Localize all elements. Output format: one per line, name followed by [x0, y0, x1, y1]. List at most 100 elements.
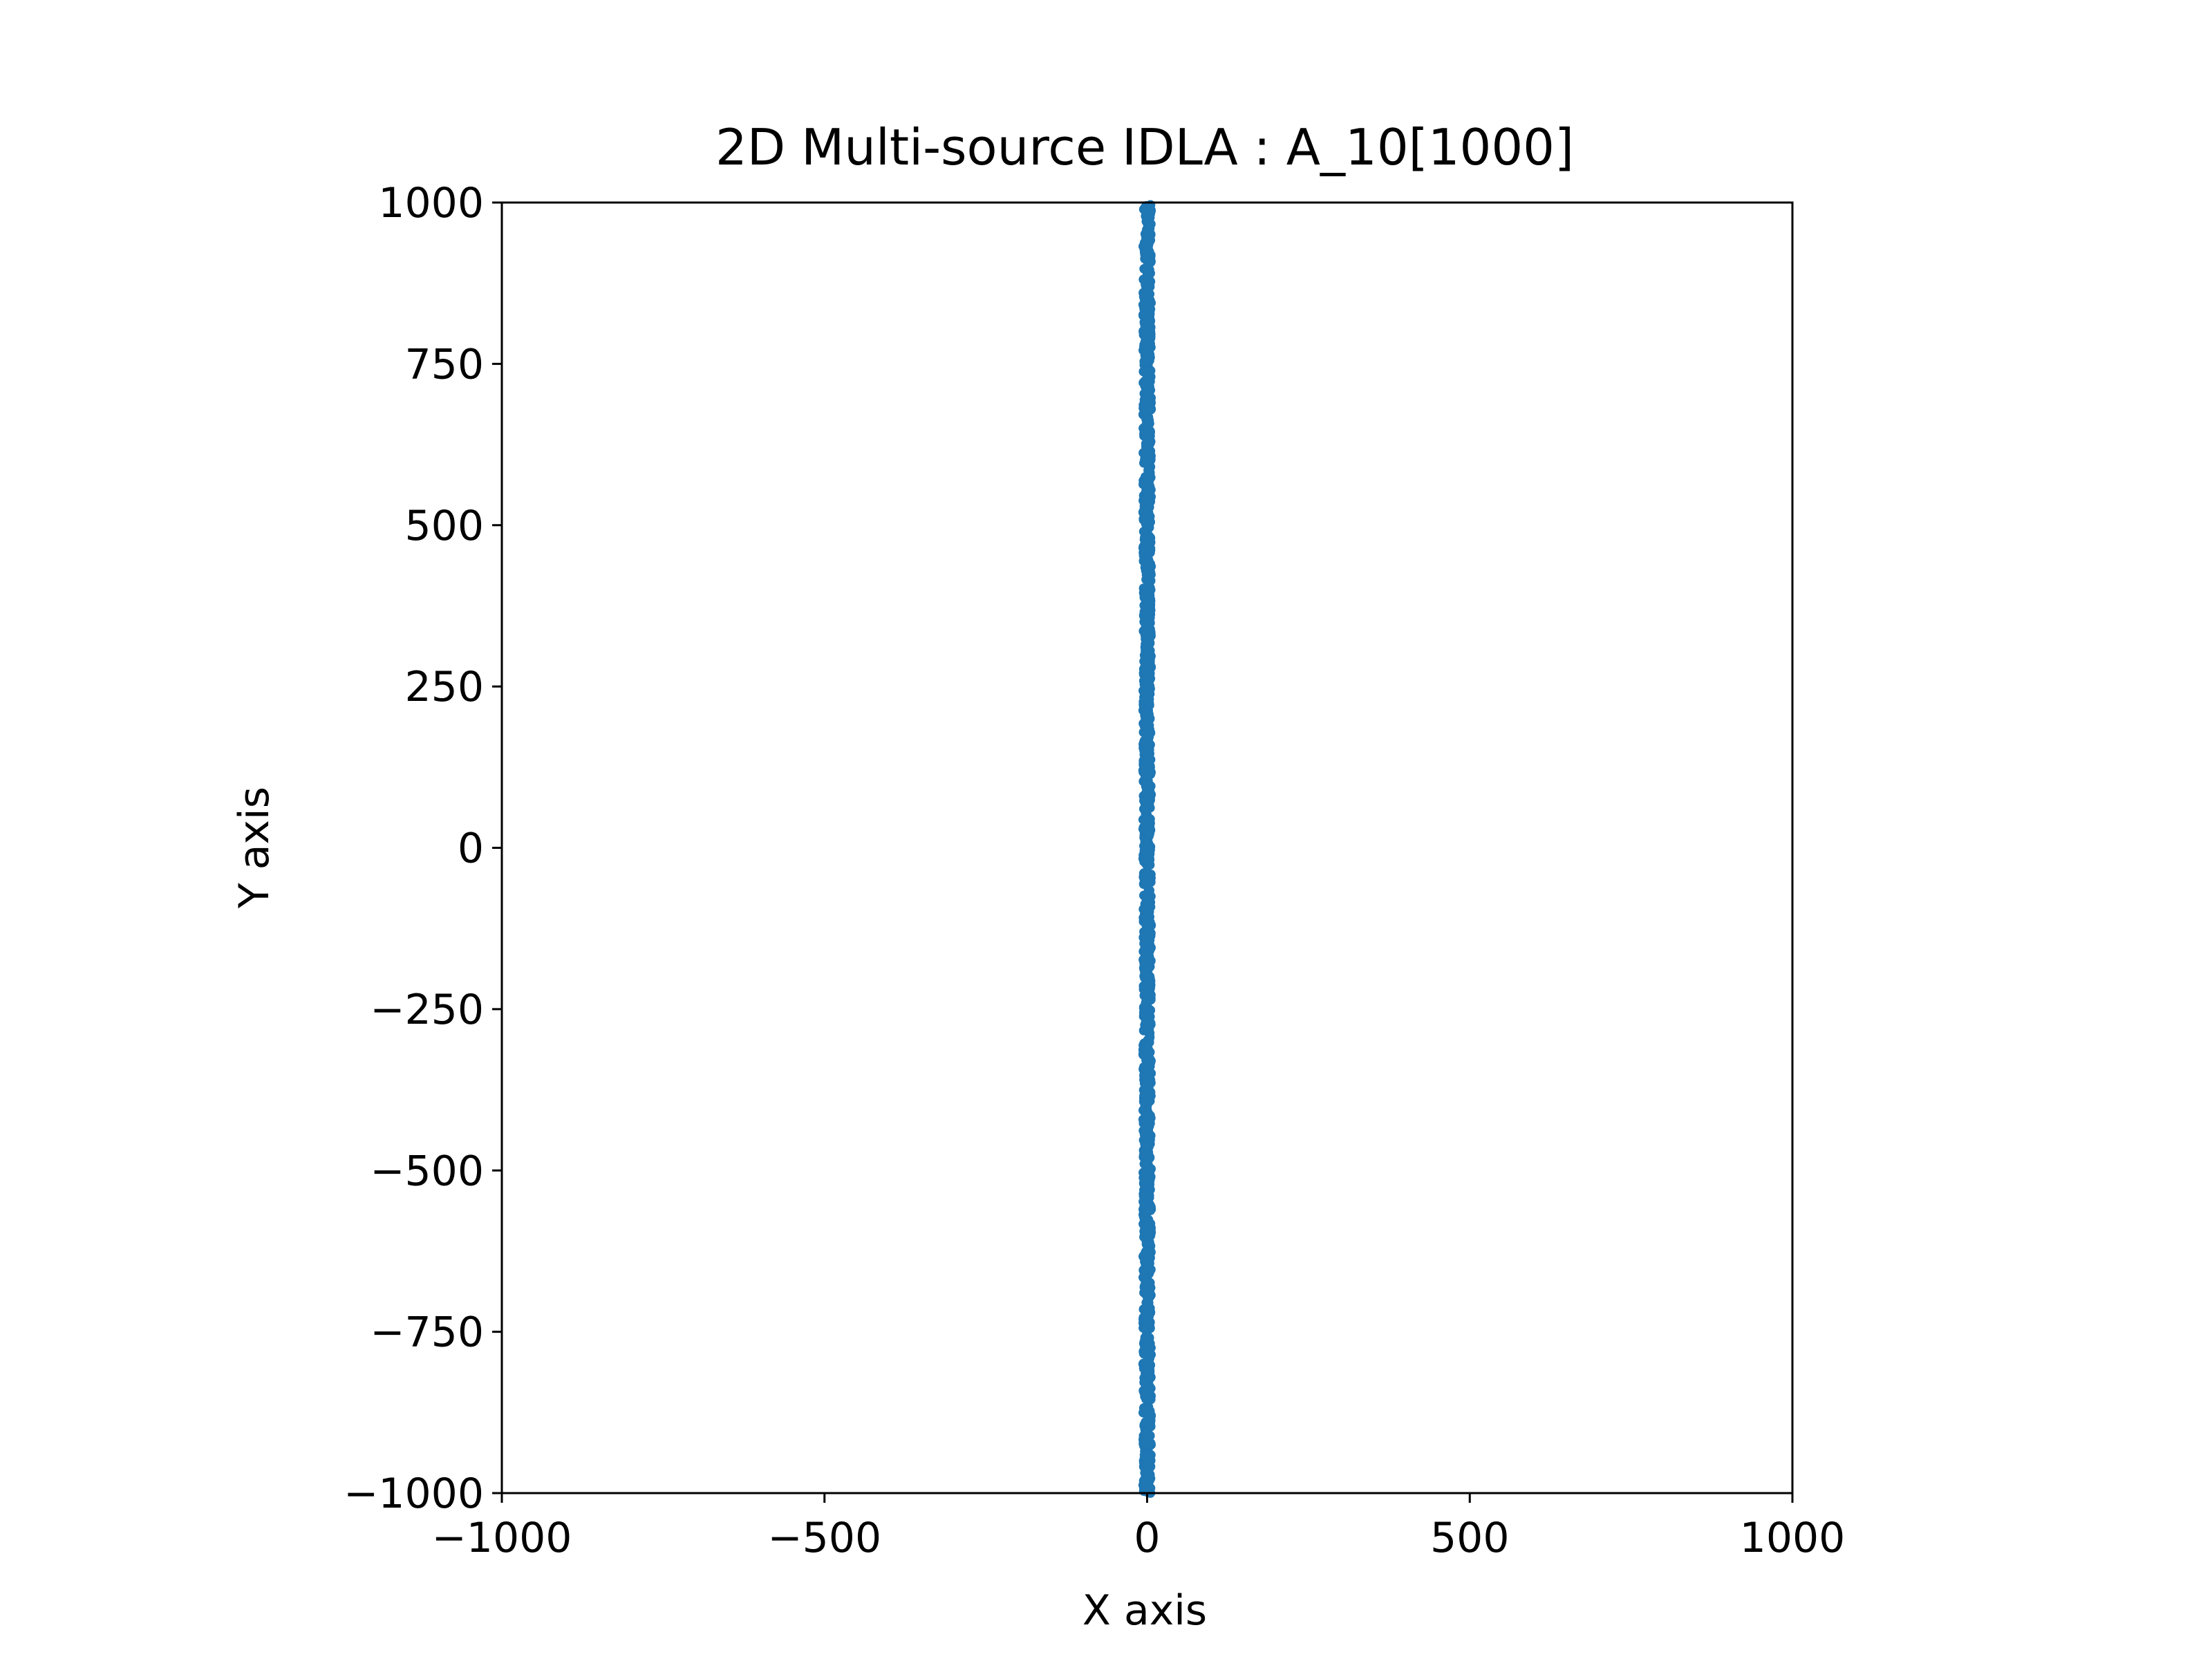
scatter-point: [1143, 420, 1154, 430]
scatter-point: [1145, 495, 1154, 505]
scatter-point: [1141, 635, 1153, 647]
scatter-point: [1143, 223, 1155, 234]
y-tick-label: 500: [404, 502, 484, 550]
scatter-point: [1141, 1126, 1153, 1138]
scatter-point: [1145, 919, 1156, 931]
scatter-point: [1141, 558, 1152, 570]
scatter-point: [1143, 713, 1155, 724]
scatter-point: [1141, 570, 1152, 580]
x-tick-label: 0: [1134, 1514, 1160, 1562]
y-tick-label: 1000: [378, 179, 484, 227]
scatter-point: [1140, 1436, 1152, 1447]
scatter-point: [1144, 790, 1156, 802]
scatter-point: [1143, 1332, 1154, 1344]
scatter-point: [1141, 905, 1151, 915]
scatter-point: [1138, 868, 1150, 879]
scatter-point: [1141, 1384, 1153, 1396]
scatter-point: [1145, 1203, 1156, 1215]
scatter-point: [1140, 429, 1152, 441]
scatter-point: [1142, 1255, 1154, 1266]
scatter-point: [1144, 1306, 1156, 1318]
scatter-point: [1143, 584, 1154, 596]
scatter-point: [1145, 854, 1155, 865]
scatter-point: [1141, 997, 1152, 1009]
scatter-point: [1145, 1264, 1156, 1275]
scatter-point: [1143, 480, 1155, 492]
scatter-point: [1138, 300, 1150, 312]
scatter-point: [1141, 722, 1151, 733]
scatter-point: [1141, 248, 1152, 260]
scatter-point: [1138, 610, 1150, 621]
scatter-point: [1141, 455, 1153, 467]
y-tick-label: 750: [404, 340, 484, 388]
scatter-point: [1142, 352, 1154, 364]
scatter-point: [1140, 1100, 1152, 1112]
scatter-point: [1145, 1368, 1155, 1378]
scatter-point: [1143, 1470, 1153, 1481]
scatter-point: [1140, 336, 1150, 346]
scatter-point: [1138, 1177, 1150, 1189]
scatter-point: [1145, 1421, 1156, 1432]
scatter-point: [1143, 842, 1154, 854]
scatter-point: [1143, 1461, 1155, 1473]
scatter-point: [1138, 1358, 1150, 1370]
scatter-point: [1141, 1139, 1152, 1150]
scatter-point: [1145, 1057, 1156, 1067]
scatter-point: [1144, 1074, 1156, 1086]
chart-title: 2D Multi-source IDLA : A_10[1000]: [715, 118, 1574, 176]
scatter-point: [1144, 646, 1154, 657]
scatter-point: [1145, 545, 1156, 555]
scatter-point: [1144, 829, 1154, 839]
scatter-point: [1139, 377, 1151, 389]
scatter-point: [1139, 1281, 1151, 1293]
scatter-point: [1141, 1229, 1152, 1241]
scatter-point: [1142, 1344, 1152, 1355]
y-tick-label: −250: [370, 986, 484, 1034]
scatter-point: [1139, 203, 1151, 215]
scatter-point: [1143, 752, 1154, 762]
scatter-point: [1142, 739, 1154, 751]
scatter-point: [1140, 816, 1152, 828]
scatter-point: [1138, 1481, 1150, 1492]
x-tick-label: −500: [767, 1514, 881, 1562]
scatter-point: [1145, 654, 1155, 664]
scatter-point: [1143, 274, 1154, 286]
scatter-point: [1144, 1394, 1154, 1405]
scatter-point: [1145, 403, 1156, 415]
scatter-point: [1145, 662, 1156, 673]
scatter-point: [1138, 507, 1150, 518]
scatter-point: [1139, 945, 1151, 957]
scatter-point: [1138, 310, 1148, 321]
scatter-point: [1144, 1190, 1154, 1201]
scatter-point: [1138, 765, 1150, 776]
scatter-point: [1138, 1049, 1150, 1060]
scatter-point: [1142, 1066, 1152, 1076]
x-tick-label: 1000: [1740, 1514, 1846, 1562]
scatter-point: [1142, 391, 1152, 402]
scatter-point: [1144, 326, 1156, 337]
scatter-point: [1142, 595, 1152, 606]
scatter-point: [1143, 1022, 1154, 1034]
scatter-point: [1144, 532, 1156, 544]
y-tick-label: −500: [370, 1147, 484, 1195]
plot-area: −1000 −500 0 500 1000 −1000 −750 −500 −250 0 250 50…: [344, 179, 1845, 1562]
scatter-point: [1143, 932, 1154, 943]
y-axis-label: Y axis: [230, 787, 279, 909]
x-tick-label: 500: [1430, 1514, 1510, 1562]
scatter-point: [1141, 894, 1153, 906]
scatter-point: [1145, 1110, 1155, 1121]
scatter-point: [1145, 877, 1156, 887]
y-tick-label: 0: [458, 825, 484, 873]
scatter-point: [1142, 1161, 1152, 1171]
scatter-point: [1145, 257, 1156, 268]
x-axis-label: X axis: [1082, 1586, 1207, 1635]
scatter-point: [1145, 1409, 1156, 1421]
scatter-point: [1144, 731, 1154, 741]
y-tick-label: 250: [404, 663, 484, 711]
y-tick-label: −1000: [344, 1470, 484, 1518]
scatter-point: [1142, 368, 1152, 378]
y-tick-label: −750: [370, 1309, 484, 1357]
scatter-point: [1143, 1035, 1153, 1046]
